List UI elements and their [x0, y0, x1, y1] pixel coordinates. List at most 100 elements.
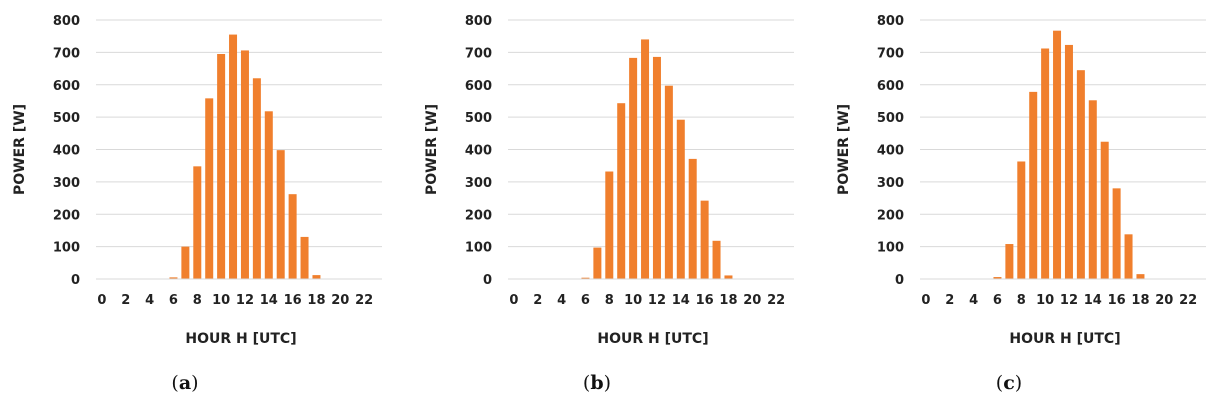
chart-c-bar — [1017, 161, 1026, 279]
chart-a-y-ticks: 0 100 200 300 400 500 600 700 800 — [53, 14, 80, 288]
chart-b-y-tick-label: 0 — [483, 273, 492, 288]
chart-a-bar — [217, 53, 226, 280]
chart-a-y-axis-label: POWER [W] — [12, 104, 28, 195]
chart-a-x-tick-label: 22 — [355, 293, 373, 308]
caption-a: (a) — [171, 372, 199, 394]
chart-c-bar — [993, 277, 1002, 279]
chart-c-bar — [1029, 91, 1038, 279]
chart-c-x-tick-label: 6 — [993, 293, 1002, 308]
chart-a-y-tick-label: 300 — [53, 176, 80, 191]
chart-c-x-tick-label: 18 — [1131, 293, 1149, 308]
caption-a-letter: a — [178, 372, 192, 394]
chart-a-bar — [288, 194, 297, 279]
chart-c-bar — [1041, 48, 1050, 279]
chart-b-bar — [664, 85, 673, 279]
chart-c-y-tick-label: 400 — [877, 144, 904, 159]
chart-a-y-tick-label: 600 — [53, 79, 80, 94]
chart-c-x-tick-label: 4 — [969, 293, 978, 308]
chart-a-x-axis-label: HOUR H [UTC] — [185, 331, 296, 347]
chart-c-bars — [993, 30, 1145, 280]
chart-c-y-tick-label: 200 — [877, 208, 904, 223]
chart-c-y-axis-label: POWER [W] — [836, 104, 852, 195]
chart-b-x-tick-label: 4 — [557, 293, 566, 308]
chart-b-bar — [688, 158, 697, 279]
chart-b-y-tick-label: 500 — [465, 111, 492, 126]
caption-b: (b) — [582, 372, 612, 394]
chart-a-x-tick-label: 2 — [121, 293, 130, 308]
chart-a-x-tick-label: 10 — [212, 293, 230, 308]
caption-b-letter: b — [590, 372, 604, 394]
chart-c-x-tick-label: 20 — [1155, 293, 1173, 308]
caption-c-letter: c — [1003, 372, 1015, 394]
chart-b-bar — [676, 119, 685, 279]
chart-b-y-ticks: 0 100 200 300 400 500 600 700 800 — [465, 14, 492, 288]
chart-c-bar — [1124, 234, 1133, 279]
chart-a-x-tick-label: 16 — [284, 293, 302, 308]
chart-b-bar — [700, 200, 709, 279]
chart-a-y-tick-label: 800 — [53, 14, 80, 29]
chart-a-x-tick-label: 6 — [169, 293, 178, 308]
chart-c-bar — [1088, 100, 1097, 279]
chart-c-y-tick-label: 100 — [877, 241, 904, 256]
chart-a-bar — [181, 246, 190, 279]
chart-a-bar — [300, 236, 309, 279]
chart-b-bar — [605, 171, 614, 279]
chart-b-grid — [508, 19, 794, 248]
chart-b-x-tick-label: 6 — [581, 293, 590, 308]
chart-c-x-tick-label: 8 — [1017, 293, 1026, 308]
chart-a-x-tick-label: 12 — [236, 293, 254, 308]
chart-b-x-tick-label: 16 — [696, 293, 714, 308]
chart-b-bar — [652, 56, 661, 279]
chart-b-bar — [712, 240, 721, 279]
chart-a-bar — [252, 78, 261, 280]
chart-a-bar — [264, 111, 273, 279]
chart-a-y-tick-label: 700 — [53, 46, 80, 61]
chart-b-x-tick-label: 18 — [719, 293, 737, 308]
chart-b-y-tick-label: 100 — [465, 241, 492, 256]
chart-b-x-axis-label: HOUR H [UTC] — [597, 331, 708, 347]
chart-c-x-axis-label: HOUR H [UTC] — [1009, 331, 1120, 347]
chart-a-bars — [169, 34, 321, 280]
chart-c-y-tick-label: 700 — [877, 46, 904, 61]
chart-b-bars — [581, 39, 733, 279]
chart-c-x-tick-label: 22 — [1179, 293, 1197, 308]
chart-b-bar — [641, 39, 650, 279]
chart-c-grid — [920, 19, 1206, 248]
chart-b-bar — [617, 103, 626, 279]
chart-a-y-tick-label: 200 — [53, 208, 80, 223]
chart-c-bar — [1076, 70, 1085, 280]
chart-c-bar — [1064, 44, 1073, 280]
chart-b-y-tick-label: 700 — [465, 46, 492, 61]
chart-c-x-tick-label: 10 — [1036, 293, 1054, 308]
chart-a-x-tick-label: 4 — [145, 293, 154, 308]
chart-c-y-ticks: 0 100 200 300 400 500 600 700 800 — [877, 14, 904, 288]
chart-b-x-tick-label: 8 — [605, 293, 614, 308]
chart-b-bar — [724, 275, 733, 279]
chart-a-bar — [169, 277, 178, 279]
chart-b-y-tick-label: 600 — [465, 79, 492, 94]
chart-b-y-axis-label: POWER [W] — [424, 104, 440, 195]
chart-c-bar — [1100, 141, 1109, 279]
chart-c-x-tick-label: 0 — [921, 293, 930, 308]
chart-c-bar — [1053, 30, 1062, 280]
chart-a-grid — [96, 19, 382, 248]
chart-c-y-tick-label: 0 — [895, 273, 904, 288]
chart-a-x-tick-label: 0 — [97, 293, 106, 308]
chart-a-x-ticks: 0 2 4 6 8 10 12 14 16 18 20 22 — [97, 293, 373, 308]
chart-c-y-tick-label: 300 — [877, 176, 904, 191]
chart-a-bar — [240, 50, 249, 280]
chart-c-bar — [1112, 188, 1121, 279]
chart-c-x-ticks: 0 2 4 6 8 10 12 14 16 18 20 22 — [921, 293, 1197, 308]
chart-b-x-tick-label: 2 — [533, 293, 542, 308]
chart-a-bar — [276, 150, 285, 279]
chart-a-y-tick-label: 500 — [53, 111, 80, 126]
chart-b-x-tick-label: 10 — [624, 293, 642, 308]
chart-a-y-tick-label: 100 — [53, 241, 80, 256]
chart-b-y-tick-label: 300 — [465, 176, 492, 191]
chart-b-x-ticks: 0 2 4 6 8 10 12 14 16 18 20 22 — [509, 293, 785, 308]
chart-b-y-tick-label: 200 — [465, 208, 492, 223]
